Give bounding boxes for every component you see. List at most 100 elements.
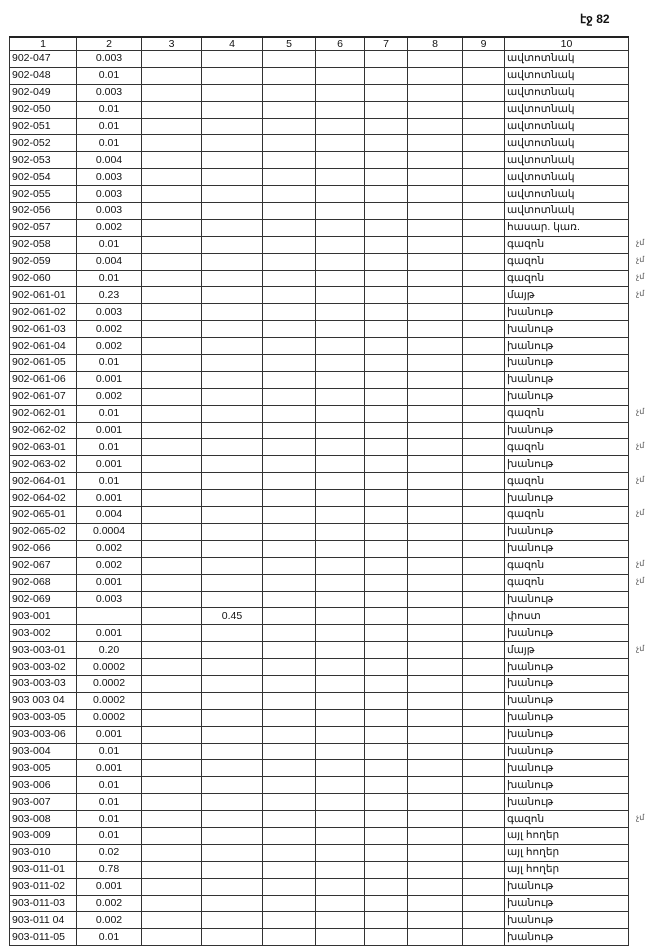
parcel-code-cell: 903-006 bbox=[9, 776, 77, 795]
area-cell: 0.004 bbox=[76, 151, 142, 170]
land-use-cell: խանութ bbox=[504, 776, 629, 795]
area-cell: 0.78 bbox=[76, 860, 142, 879]
table-row: 902-062-01 0.01 գազոն bbox=[9, 404, 629, 423]
column-4-cell bbox=[201, 472, 263, 491]
table-row: 902-061-06 0.001 խանութ bbox=[9, 370, 629, 389]
parcel-code-cell: 902-065-02 bbox=[9, 522, 77, 541]
empty-cell bbox=[141, 404, 202, 423]
area-cell: 0.01 bbox=[76, 235, 142, 254]
land-use-cell: ավտոտնակ bbox=[504, 185, 629, 204]
empty-cell bbox=[364, 658, 408, 676]
empty-cell bbox=[364, 776, 408, 795]
parcel-code-cell: 902-063-02 bbox=[9, 455, 77, 474]
empty-cell bbox=[364, 641, 408, 660]
column-4-cell: 0.45 bbox=[201, 607, 263, 626]
empty-cell bbox=[364, 235, 408, 254]
table-row: 902-061-07 0.002 խանութ bbox=[9, 387, 629, 406]
land-use-cell: խանութ bbox=[504, 894, 629, 913]
empty-cell bbox=[262, 320, 316, 339]
land-use-cell: մայթ bbox=[504, 641, 629, 660]
land-use-cell: հասար. կառ. bbox=[504, 218, 629, 237]
empty-cell bbox=[462, 168, 505, 187]
empty-cell bbox=[462, 489, 505, 508]
column-4-cell bbox=[201, 252, 263, 271]
land-use-cell: խանութ bbox=[504, 387, 629, 406]
empty-cell bbox=[315, 168, 365, 187]
empty-cell bbox=[364, 151, 408, 170]
empty-cell bbox=[141, 134, 202, 153]
column-4-cell bbox=[201, 100, 263, 119]
empty-cell bbox=[262, 793, 316, 812]
empty-cell bbox=[462, 843, 505, 862]
empty-cell bbox=[315, 235, 365, 254]
empty-cell bbox=[407, 624, 463, 643]
empty-cell bbox=[315, 843, 365, 862]
empty-cell bbox=[407, 843, 463, 862]
parcel-code-cell: 903-003-01 bbox=[9, 641, 77, 660]
empty-cell bbox=[262, 539, 316, 558]
parcel-code-cell: 903 003 04 bbox=[9, 691, 77, 710]
empty-cell bbox=[262, 742, 316, 761]
table-row: 902-064-01 0.01 գազոն bbox=[9, 472, 629, 491]
table-row: 902-061-05 0.01 խանութ bbox=[9, 354, 629, 372]
empty-cell bbox=[462, 810, 505, 828]
empty-cell bbox=[462, 337, 505, 356]
land-use-cell: խանութ bbox=[504, 624, 629, 643]
empty-cell bbox=[462, 826, 505, 845]
column-4-cell bbox=[201, 539, 263, 558]
margin-mark: չմ bbox=[636, 440, 645, 450]
empty-cell bbox=[315, 877, 365, 896]
area-cell: 0.003 bbox=[76, 303, 142, 322]
empty-cell bbox=[315, 252, 365, 271]
area-cell: 0.01 bbox=[76, 100, 142, 119]
empty-cell bbox=[364, 860, 408, 879]
table-row: 902-059 0.004 գազոն bbox=[9, 252, 629, 271]
empty-cell bbox=[407, 202, 463, 220]
empty-cell bbox=[262, 117, 316, 136]
empty-cell bbox=[364, 522, 408, 541]
land-use-cell: խանութ bbox=[504, 911, 629, 930]
parcel-code-cell: 902-065-01 bbox=[9, 506, 77, 524]
empty-cell bbox=[407, 590, 463, 609]
column-4-cell bbox=[201, 151, 263, 170]
empty-cell bbox=[407, 370, 463, 389]
area-cell: 0.01 bbox=[76, 810, 142, 828]
parcel-code-cell: 902-050 bbox=[9, 100, 77, 119]
margin-mark: չմ bbox=[636, 406, 645, 416]
land-use-cell: խանութ bbox=[504, 877, 629, 896]
parcel-code-cell: 903-003-02 bbox=[9, 658, 77, 676]
empty-cell bbox=[462, 303, 505, 322]
empty-cell bbox=[315, 218, 365, 237]
column-4-cell bbox=[201, 708, 263, 727]
parcel-code-cell: 902-058 bbox=[9, 235, 77, 254]
table-row: 902-049 0.003 ավտոտնակ bbox=[9, 83, 629, 102]
empty-cell bbox=[141, 759, 202, 778]
empty-cell bbox=[141, 877, 202, 896]
empty-cell bbox=[141, 320, 202, 339]
table-row: 903-002 0.001 խանութ bbox=[9, 624, 629, 643]
parcel-code-cell: 903-003-03 bbox=[9, 674, 77, 693]
empty-cell bbox=[141, 185, 202, 204]
margin-mark: չմ bbox=[636, 643, 645, 653]
page-number: էջ 82 bbox=[580, 12, 610, 26]
empty-cell bbox=[315, 151, 365, 170]
column-4-cell bbox=[201, 202, 263, 220]
column-header: 3 bbox=[141, 36, 202, 51]
parcel-code-cell: 903-011-02 bbox=[9, 877, 77, 896]
empty-cell bbox=[462, 404, 505, 423]
empty-cell bbox=[141, 573, 202, 592]
land-use-cell: խանութ bbox=[504, 320, 629, 339]
empty-cell bbox=[262, 810, 316, 828]
table-row: 902-061-01 0.23 մայթ bbox=[9, 286, 629, 305]
empty-cell bbox=[315, 320, 365, 339]
parcel-code-cell: 902-053 bbox=[9, 151, 77, 170]
area-cell: 0.002 bbox=[76, 911, 142, 930]
empty-cell bbox=[315, 286, 365, 305]
empty-cell bbox=[262, 303, 316, 322]
parcel-code-cell: 902-061-07 bbox=[9, 387, 77, 406]
land-use-cell: խանութ bbox=[504, 354, 629, 372]
empty-cell bbox=[364, 539, 408, 558]
empty-cell bbox=[262, 269, 316, 288]
empty-cell bbox=[141, 776, 202, 795]
empty-cell bbox=[462, 725, 505, 744]
